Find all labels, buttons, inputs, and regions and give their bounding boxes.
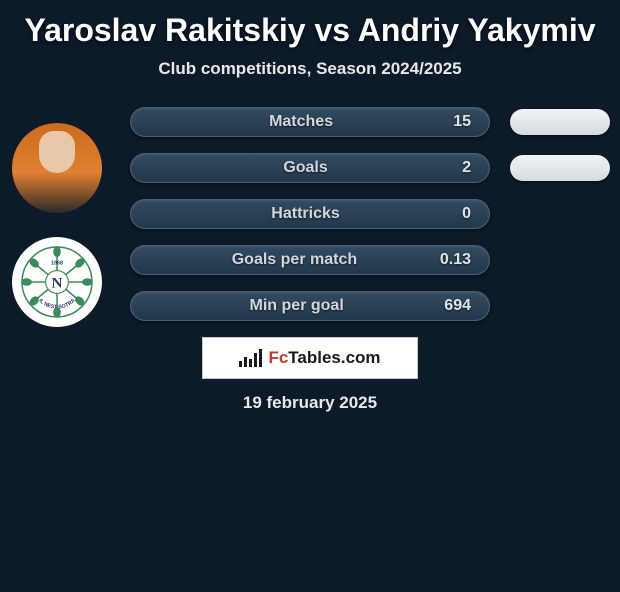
stat-value: 0 <box>462 205 471 223</box>
branding-badge[interactable]: FcTables.com <box>202 337 418 379</box>
stat-row: Goals2 <box>130 153 490 183</box>
stat-pill: Min per goal694 <box>130 291 490 321</box>
stat-pill: Goals2 <box>130 153 490 183</box>
stat-row: Goals per match0.13 <box>130 245 490 275</box>
player-photo <box>12 123 102 213</box>
stat-value: 2 <box>462 159 471 177</box>
stat-value: 694 <box>444 297 471 315</box>
opponent-stat-pill <box>510 155 610 181</box>
club-emblem: N 1968 IL NEST-SOTRA <box>12 237 102 327</box>
club-badge: N 1968 IL NEST-SOTRA <box>12 237 102 327</box>
branding-text: FcTables.com <box>268 348 380 368</box>
svg-text:1968: 1968 <box>51 261 63 267</box>
stat-row: Min per goal694 <box>130 291 490 321</box>
stat-row: Matches15 <box>130 107 490 137</box>
stat-value: 0.13 <box>440 251 471 269</box>
opponent-stat-pill <box>510 109 610 135</box>
stat-label: Matches <box>149 113 453 131</box>
comparison-panel: N 1968 IL NEST-SOTRA Matches15Goals2Hatt… <box>0 107 620 321</box>
player-avatar <box>12 123 102 213</box>
stat-label: Hattricks <box>149 205 462 223</box>
stat-label: Min per goal <box>149 297 444 315</box>
stat-row: Hattricks0 <box>130 199 490 229</box>
stat-pill: Matches15 <box>130 107 490 137</box>
stat-pill: Hattricks0 <box>130 199 490 229</box>
stat-value: 15 <box>453 113 471 131</box>
subtitle: Club competitions, Season 2024/2025 <box>0 59 620 79</box>
stat-label: Goals per match <box>149 251 440 269</box>
snapshot-date: 19 february 2025 <box>0 393 620 413</box>
club-initial: N <box>52 274 63 291</box>
stat-label: Goals <box>149 159 462 177</box>
page-title: Yaroslav Rakitskiy vs Andriy Yakymiv <box>0 12 620 49</box>
stat-pill: Goals per match0.13 <box>130 245 490 275</box>
chart-icon <box>239 349 262 367</box>
